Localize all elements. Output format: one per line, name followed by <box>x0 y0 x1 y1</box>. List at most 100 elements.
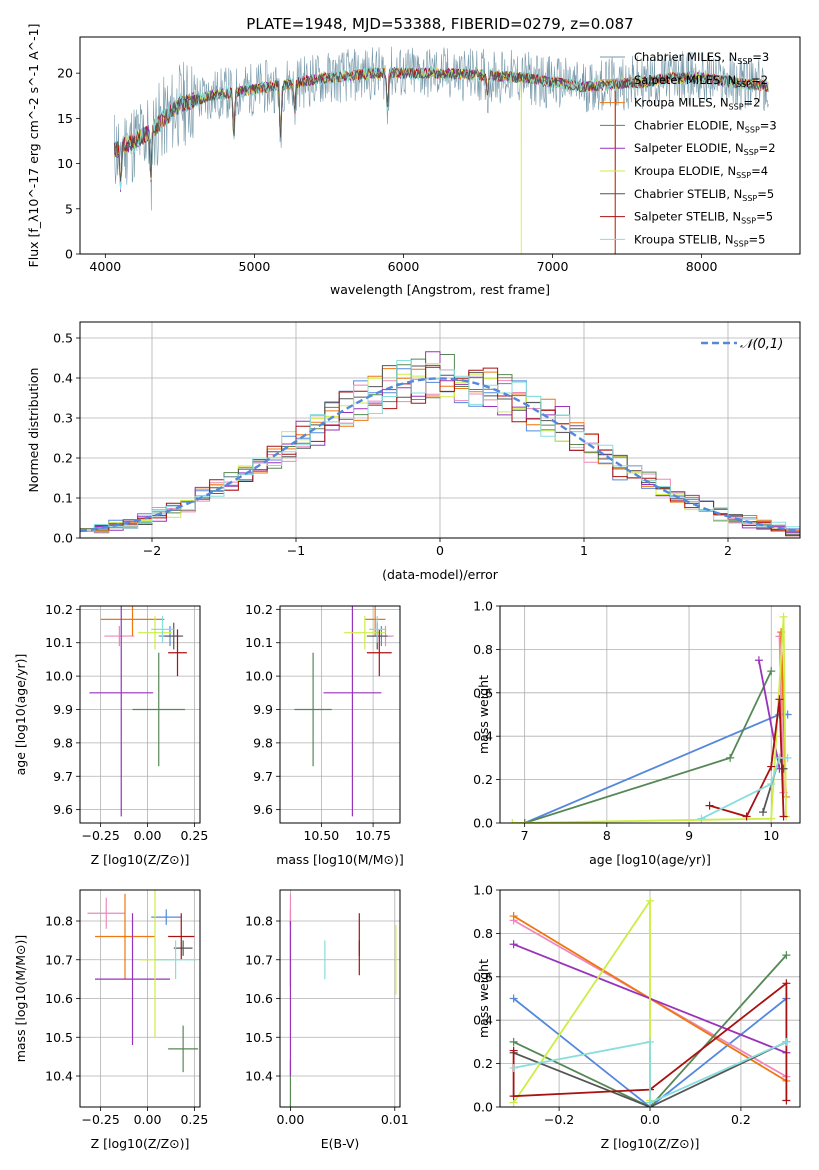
y-tick-label: 10.1 <box>245 635 273 650</box>
x-tick-label: 1 <box>580 543 588 558</box>
x-axis-label: mass [log10(M/M⊙)] <box>276 852 404 867</box>
weight-marker <box>509 1092 518 1101</box>
x-tick-label: 4000 <box>89 259 121 274</box>
weight-marker <box>705 801 714 810</box>
legend-label: Chabrier STELIB, NSSP=5 <box>634 187 774 203</box>
errorbar-point <box>323 606 382 817</box>
y-tick-label: 10.4 <box>245 1069 273 1084</box>
errorbar-point <box>87 897 125 929</box>
x-axis-label: Z [log10(Z/Z⊙)] <box>601 1136 700 1151</box>
y-tick-label: 9.9 <box>253 702 273 717</box>
weight-line <box>524 670 773 823</box>
x-tick-label: 9 <box>685 828 693 843</box>
weight-marker <box>759 808 768 817</box>
x-tick-label: 0.00 <box>134 828 162 843</box>
weight-marker <box>646 1098 654 1107</box>
axes-frame <box>79 889 201 1108</box>
y-tick-label: 0.1 <box>53 491 73 506</box>
weight-marker <box>509 994 518 1003</box>
x-tick-label: 8000 <box>686 259 718 274</box>
y-axis-label: mass [log10(M/M⊙)] <box>13 935 28 1063</box>
errorbar-point <box>173 940 193 956</box>
weight-marker <box>767 762 776 771</box>
axes-frame <box>279 889 401 1108</box>
y-tick-label: 10.5 <box>245 1030 273 1045</box>
weight-marker <box>726 753 735 762</box>
y-tick-label: 10.8 <box>245 914 273 929</box>
y-tick-label: 0.0 <box>473 816 493 831</box>
spectrum-line <box>113 66 769 182</box>
y-tick-label: 0.4 <box>53 371 73 386</box>
y-tick-label: 0.5 <box>53 331 73 346</box>
errorbar-point <box>368 616 386 643</box>
x-tick-label: 6000 <box>388 259 420 274</box>
y-tick-label: 0.2 <box>473 772 493 787</box>
mass_vs_ebv-panel: 0.00 0.01 10.4 10.5 10.6 10.7 10.8 E(B-V) <box>245 889 409 1151</box>
y-tick-label: 0.2 <box>473 1056 493 1071</box>
x-tick-label: 0.00 <box>277 1112 305 1127</box>
legend-label: Chabrier MILES, NSSP=3 <box>634 50 769 66</box>
x-tick-label: 10.50 <box>303 828 339 843</box>
spectrum-legend: Chabrier MILES, NSSP=3 Salpeter MILES, NS… <box>600 50 777 248</box>
weight-marker <box>782 1037 791 1046</box>
y-tick-label: 10.7 <box>45 952 73 967</box>
weight-marker <box>509 940 518 949</box>
y-tick-label: 0.4 <box>473 729 493 744</box>
weight-marker <box>742 812 751 821</box>
errorbar-point <box>344 616 386 650</box>
weight-marker <box>509 1063 518 1072</box>
weight_vs_z-panel: −0.2 0.0 0.2 0.0 0.2 0.4 0.6 0.8 1.0 Z [log10(Z/Z… <box>473 883 801 1151</box>
mass_vs_z-panel: −0.25 0.00 0.25 10.4 10.5 10.6 10.7 10.8 Z [log1… <box>13 889 208 1151</box>
axes-frame <box>79 36 801 255</box>
x-tick-label: 5000 <box>239 259 271 274</box>
weight-marker <box>775 695 784 704</box>
y-tick-label: 15 <box>57 111 73 126</box>
y-tick-label: 10.0 <box>245 669 273 684</box>
x-axis-label: age [log10(age/yr)] <box>589 852 711 867</box>
errorbar-point <box>100 606 165 637</box>
legend-label: Chabrier ELODIE, NSSP=3 <box>634 118 777 134</box>
y-tick-label: 0.8 <box>473 926 493 941</box>
errorbar-point <box>294 652 332 767</box>
mass_vs_z-plot-area <box>87 890 199 1073</box>
y-tick-label: 0.2 <box>53 451 73 466</box>
weight-marker <box>767 779 776 788</box>
weight-line <box>512 616 787 823</box>
y-tick-label: 0.0 <box>473 1100 493 1115</box>
legend-label: 𝒩(0,1) <box>740 337 783 352</box>
weight-marker <box>782 1096 791 1105</box>
axes-frame <box>499 605 801 824</box>
x-tick-label: 7000 <box>537 259 569 274</box>
weight-marker <box>782 979 791 988</box>
spectrum-panel: 4000 5000 6000 7000 8000 0 5 10 15 20 wavelength [… <box>26 24 801 297</box>
axes-frame <box>79 321 801 539</box>
weight-line <box>513 1041 787 1107</box>
x-tick-label: 8 <box>603 828 611 843</box>
y-tick-label: 0.6 <box>473 969 493 984</box>
y-axis-label: mass weight <box>476 675 491 754</box>
x-tick-label: −0.25 <box>81 828 119 843</box>
errorbar-point <box>138 616 172 650</box>
errorbar-point <box>95 913 170 1045</box>
y-tick-label: 9.7 <box>53 769 73 784</box>
weight-marker <box>754 656 763 665</box>
axes-frame <box>499 889 801 1108</box>
y-tick-label: 20 <box>57 66 73 81</box>
weight-marker <box>783 753 792 762</box>
errorbar-point <box>168 913 195 960</box>
x-axis-label: (data-model)/error <box>382 567 499 582</box>
x-axis-label: wavelength [Angstrom, rest frame] <box>330 282 550 297</box>
weight-line <box>513 954 788 1107</box>
errorbar-point <box>168 629 187 677</box>
y-axis-label: Normed distribution <box>26 368 41 493</box>
x-tick-label: −0.25 <box>81 1112 119 1127</box>
x-tick-label: −0.2 <box>544 1112 574 1127</box>
x-tick-label: 10.75 <box>355 828 391 843</box>
legend-label: Salpeter ELODIE, NSSP=2 <box>634 141 776 157</box>
weight-line <box>700 757 788 820</box>
y-tick-label: 9.6 <box>253 802 273 817</box>
normal-curve <box>80 377 800 533</box>
y-tick-label: 1.0 <box>473 599 493 614</box>
errorbar-point <box>89 606 154 817</box>
